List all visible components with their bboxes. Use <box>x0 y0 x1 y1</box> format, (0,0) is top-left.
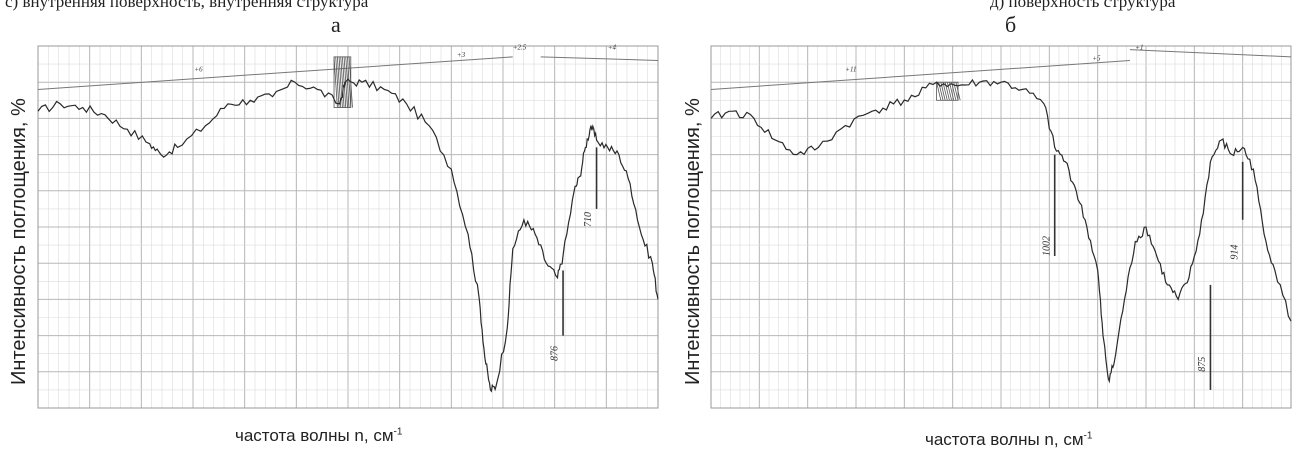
caption-fragment-right: д) поверхность структура <box>990 0 1176 11</box>
spectrum-trace <box>37 78 659 393</box>
x-axis-label-a: частота волны n, см-1 <box>235 426 403 445</box>
hatch-line <box>936 82 942 101</box>
annotation-plus6: +6 <box>194 65 203 73</box>
annotation-plus11: +11 <box>845 65 856 73</box>
hatch-line <box>342 56 347 108</box>
hatch-line <box>340 56 345 108</box>
annotation-876: 876 <box>549 346 560 361</box>
annotation-plus4: +4 <box>608 44 617 52</box>
hatch-line <box>951 82 957 101</box>
annotation-914: 914 <box>1229 245 1240 260</box>
x-axis-label-b: частота волны n, см-1 <box>925 430 1093 449</box>
caption-fragment-left: с) внутренняя поверхность, внутренняя ст… <box>5 0 369 11</box>
reference-line <box>540 56 659 61</box>
hatch-line <box>336 56 342 108</box>
reference-line <box>710 59 1130 90</box>
hatch-line <box>942 82 948 101</box>
reference-line <box>1129 49 1292 58</box>
annotation-1002: 1002 <box>1041 236 1052 256</box>
panel-label-a: а <box>331 12 341 37</box>
annotation-plus5: +5 <box>1092 54 1101 62</box>
hatch-line <box>338 56 343 108</box>
y-axis-label-a: Интенсивность поглощения, % <box>8 98 30 385</box>
spectrum-chart-b: 1002 875 914 +11 +5 +1 <box>710 44 1292 409</box>
panel-label-b: б <box>1005 12 1017 37</box>
hatch-line <box>347 56 352 108</box>
hatch-line <box>333 56 338 108</box>
annotation-plus3: +3 <box>457 51 466 59</box>
y-axis-label-b: Интенсивность поглощения, % <box>682 98 704 385</box>
reference-line <box>37 56 513 90</box>
spectrum-chart-a: 876 710 +6 +3 +2.5 +4 <box>37 44 659 409</box>
plot-frame <box>37 45 659 409</box>
plot-frame <box>710 45 1292 409</box>
annotation-710: 710 <box>583 212 594 227</box>
annotation-875: 875 <box>1197 357 1208 372</box>
annotation-plus25: +2.5 <box>513 44 527 52</box>
hatch-line <box>345 56 350 108</box>
hatch-line <box>949 82 955 101</box>
spectrum-trace <box>710 78 1292 384</box>
hatch-line <box>335 56 340 108</box>
annotation-plus1: +1 <box>1135 44 1143 52</box>
